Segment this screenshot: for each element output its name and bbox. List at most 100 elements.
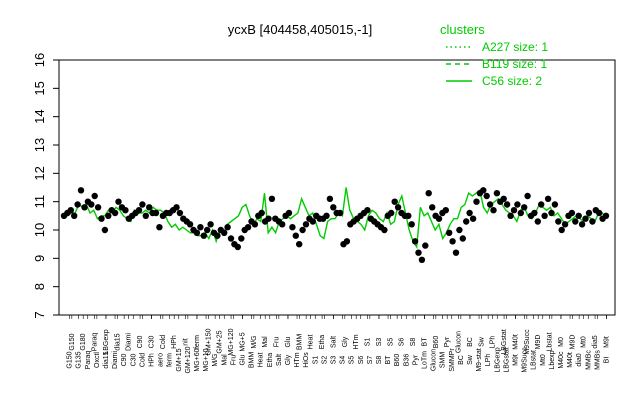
x-tick-label: Cold xyxy=(139,353,146,368)
data-point xyxy=(279,221,286,228)
x-tick-label: MG+10 xyxy=(203,348,210,371)
data-point xyxy=(561,221,569,228)
data-point xyxy=(425,190,432,197)
x-tick-label: S5 xyxy=(387,338,394,347)
x-tick-label: Fru xyxy=(274,337,281,348)
x-tick-label: M9Succ xyxy=(522,347,529,373)
x-tick-label: S6 xyxy=(399,338,406,347)
data-point xyxy=(463,218,470,225)
x-tick-label: Pyr xyxy=(444,336,451,347)
data-point xyxy=(514,201,521,208)
x-tick-label: Glucon xyxy=(456,331,463,353)
data-point xyxy=(234,243,241,251)
data-point xyxy=(309,218,316,225)
y-tick-label: 16 xyxy=(32,53,47,67)
x-tick-label: dia15 xyxy=(103,351,110,368)
x-tick-label: B60 xyxy=(394,354,401,367)
x-tick-label: aero xyxy=(158,353,165,367)
x-tick-label: S8 xyxy=(410,338,417,347)
y-tick-label: 9 xyxy=(32,255,47,262)
x-tick-label: LBGexp xyxy=(103,329,110,354)
data-point xyxy=(251,221,259,228)
data-point xyxy=(449,238,456,245)
x-tick-label: C30 xyxy=(148,335,155,348)
data-point xyxy=(544,195,552,202)
data-point xyxy=(101,226,109,234)
x-tick-label: Glu xyxy=(285,336,292,347)
x-tick-label: Etha xyxy=(319,335,326,350)
data-point xyxy=(534,218,541,225)
data-point xyxy=(77,187,85,194)
data-point xyxy=(459,235,466,242)
data-point xyxy=(71,212,78,219)
y-tick-label: 11 xyxy=(32,195,47,209)
data-point xyxy=(429,204,436,211)
data-point xyxy=(227,235,235,242)
data-point xyxy=(538,201,545,208)
data-point xyxy=(326,195,334,202)
x-tick-label: B60 xyxy=(433,336,440,349)
data-point xyxy=(503,201,511,208)
data-point xyxy=(111,209,119,217)
data-point xyxy=(214,232,221,239)
data-point xyxy=(152,209,160,217)
x-tick-label: LBstat xyxy=(531,350,538,370)
x-tick-label: Sw xyxy=(467,354,474,365)
y-tick-label: 10 xyxy=(32,223,47,237)
data-point xyxy=(122,207,129,214)
data-point xyxy=(135,207,143,214)
data-point xyxy=(142,212,149,219)
y-axis: 7 8 9 10 11 12 13 14 15 16 xyxy=(32,53,59,319)
data-point xyxy=(500,195,507,202)
x-tick-label: Heat xyxy=(258,353,265,368)
data-point xyxy=(323,212,330,219)
data-point xyxy=(568,209,576,217)
data-point xyxy=(541,212,548,219)
x-axis: G150 G135 Paraq Oxctl dia15 Diami C90 C30 Cold HP… xyxy=(67,315,610,374)
x-tick-label: M/G xyxy=(251,335,258,348)
data-point xyxy=(381,226,388,234)
data-point xyxy=(446,229,453,236)
x-tick-label: MMBc xyxy=(585,350,592,370)
x-tick-label: HPh xyxy=(171,335,178,349)
x-tick-label: BT xyxy=(385,355,392,365)
data-point xyxy=(418,256,426,263)
data-point xyxy=(115,198,122,205)
x-tick-label: dia5 xyxy=(592,335,599,348)
data-point xyxy=(602,212,610,219)
x-tick-label: Mt0 xyxy=(581,336,588,348)
x-tick-label: LPh xyxy=(490,336,497,349)
x-tick-label: C30 xyxy=(130,353,137,366)
x-tick-label: HPh xyxy=(148,353,155,367)
legend-label-b119: B119 size: 1 xyxy=(482,57,547,71)
data-point xyxy=(452,249,460,256)
x-tick-label: G150 xyxy=(69,333,76,350)
x-tick-label: M9t xyxy=(603,336,610,348)
x-tick-label: LBGexp xyxy=(494,347,501,372)
x-tick-label: G180 xyxy=(80,333,87,350)
data-point xyxy=(411,238,419,245)
data-point xyxy=(105,212,112,219)
x-tick-label: GM+15 xyxy=(176,348,183,371)
x-tick-label: GM+150 xyxy=(205,328,212,355)
data-point xyxy=(558,226,565,234)
x-tick-label: Cold xyxy=(160,335,167,350)
data-point xyxy=(589,218,596,225)
x-tick-label: M9-stat xyxy=(476,348,483,371)
plot-frame xyxy=(58,59,616,316)
y-tick-label: 8 xyxy=(32,283,47,290)
x-tick-label: LBGstat xyxy=(501,329,508,354)
data-point xyxy=(224,224,231,231)
x-tick-label: Paraq xyxy=(85,351,92,370)
data-point xyxy=(91,192,98,200)
x-tick-label: BC xyxy=(458,355,465,365)
data-point xyxy=(268,195,276,202)
data-point xyxy=(486,201,494,208)
data-point xyxy=(388,209,395,217)
x-tick-label: S5 xyxy=(349,356,356,365)
data-point xyxy=(364,207,371,214)
x-tick-label: MMBs xyxy=(594,350,601,370)
x-tick-label: Glu xyxy=(239,354,246,365)
data-point xyxy=(469,215,477,222)
data-point xyxy=(299,226,306,234)
